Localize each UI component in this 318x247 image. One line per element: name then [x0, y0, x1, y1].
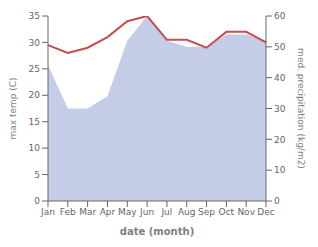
svg-text:60: 60 [274, 11, 286, 21]
svg-text:Mar: Mar [79, 207, 96, 217]
svg-text:Sep: Sep [198, 207, 215, 217]
svg-text:10: 10 [29, 143, 41, 153]
svg-text:Dec: Dec [257, 207, 274, 217]
svg-text:15: 15 [29, 117, 40, 127]
svg-text:date (month): date (month) [120, 226, 194, 237]
svg-text:5: 5 [34, 170, 40, 180]
svg-text:0: 0 [34, 196, 40, 206]
svg-text:Jan: Jan [40, 207, 55, 217]
svg-text:Jun: Jun [139, 207, 154, 217]
svg-text:Aug: Aug [178, 207, 196, 217]
svg-text:Oct: Oct [219, 207, 235, 217]
svg-text:30: 30 [29, 38, 41, 48]
svg-text:20: 20 [29, 90, 41, 100]
svg-text:10: 10 [274, 165, 286, 175]
svg-text:May: May [118, 207, 137, 217]
svg-text:med. precipitation (kg/m2): med. precipitation (kg/m2) [296, 48, 306, 169]
svg-text:Nov: Nov [237, 207, 255, 217]
svg-text:max temp (C): max temp (C) [8, 77, 18, 139]
svg-text:35: 35 [29, 11, 40, 21]
svg-text:25: 25 [29, 64, 40, 74]
svg-text:Feb: Feb [60, 207, 76, 217]
svg-text:20: 20 [274, 135, 286, 145]
svg-text:40: 40 [274, 73, 286, 83]
svg-text:50: 50 [274, 42, 286, 52]
svg-text:Apr: Apr [100, 207, 116, 217]
svg-text:Jul: Jul [160, 207, 172, 217]
svg-text:0: 0 [274, 196, 280, 206]
svg-text:30: 30 [274, 104, 286, 114]
